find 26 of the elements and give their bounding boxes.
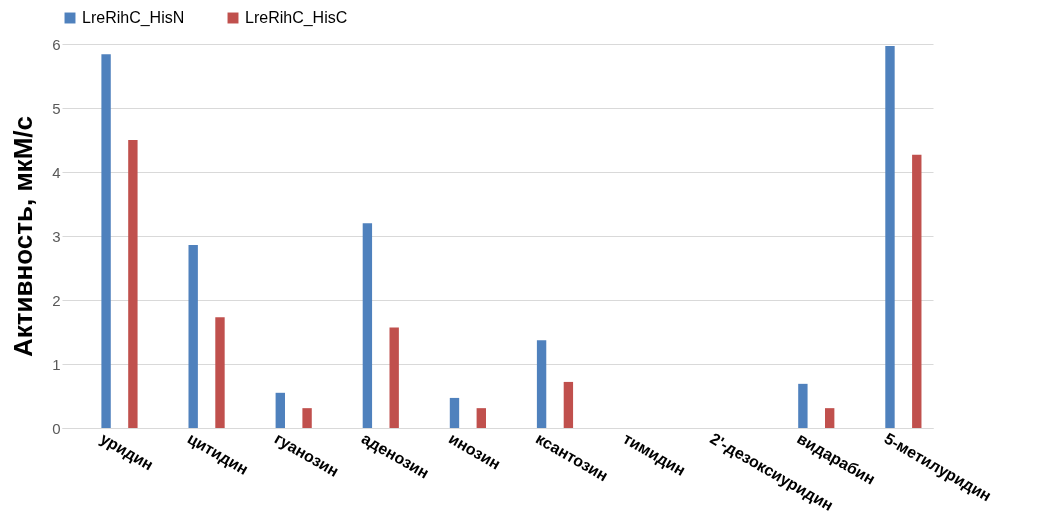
bar xyxy=(563,381,574,428)
bar xyxy=(476,408,486,428)
y-tick-label: 5 xyxy=(52,99,61,117)
bar xyxy=(215,317,225,428)
bar xyxy=(389,327,399,428)
bar xyxy=(536,340,547,428)
y-tick-label: 0 xyxy=(52,419,61,437)
bar xyxy=(449,397,460,428)
bar xyxy=(825,408,835,428)
legend-label: LreRihC_HisC xyxy=(245,9,348,27)
bar xyxy=(912,154,922,428)
bar xyxy=(302,408,312,428)
bar xyxy=(362,223,373,428)
y-tick-label: 3 xyxy=(52,227,61,245)
bar xyxy=(798,383,808,428)
y-axis-title: Активность, мкМ/с xyxy=(8,116,39,357)
bar xyxy=(275,392,285,428)
legend-label: LreRihC_HisN xyxy=(82,9,185,27)
bar xyxy=(188,244,198,428)
bar xyxy=(885,45,895,428)
y-tick-label: 4 xyxy=(52,163,61,181)
y-tick-label: 6 xyxy=(52,35,61,53)
y-tick-label: 1 xyxy=(52,355,61,373)
y-tick-label: 2 xyxy=(52,291,61,309)
bar xyxy=(128,140,138,428)
bar xyxy=(101,54,111,428)
